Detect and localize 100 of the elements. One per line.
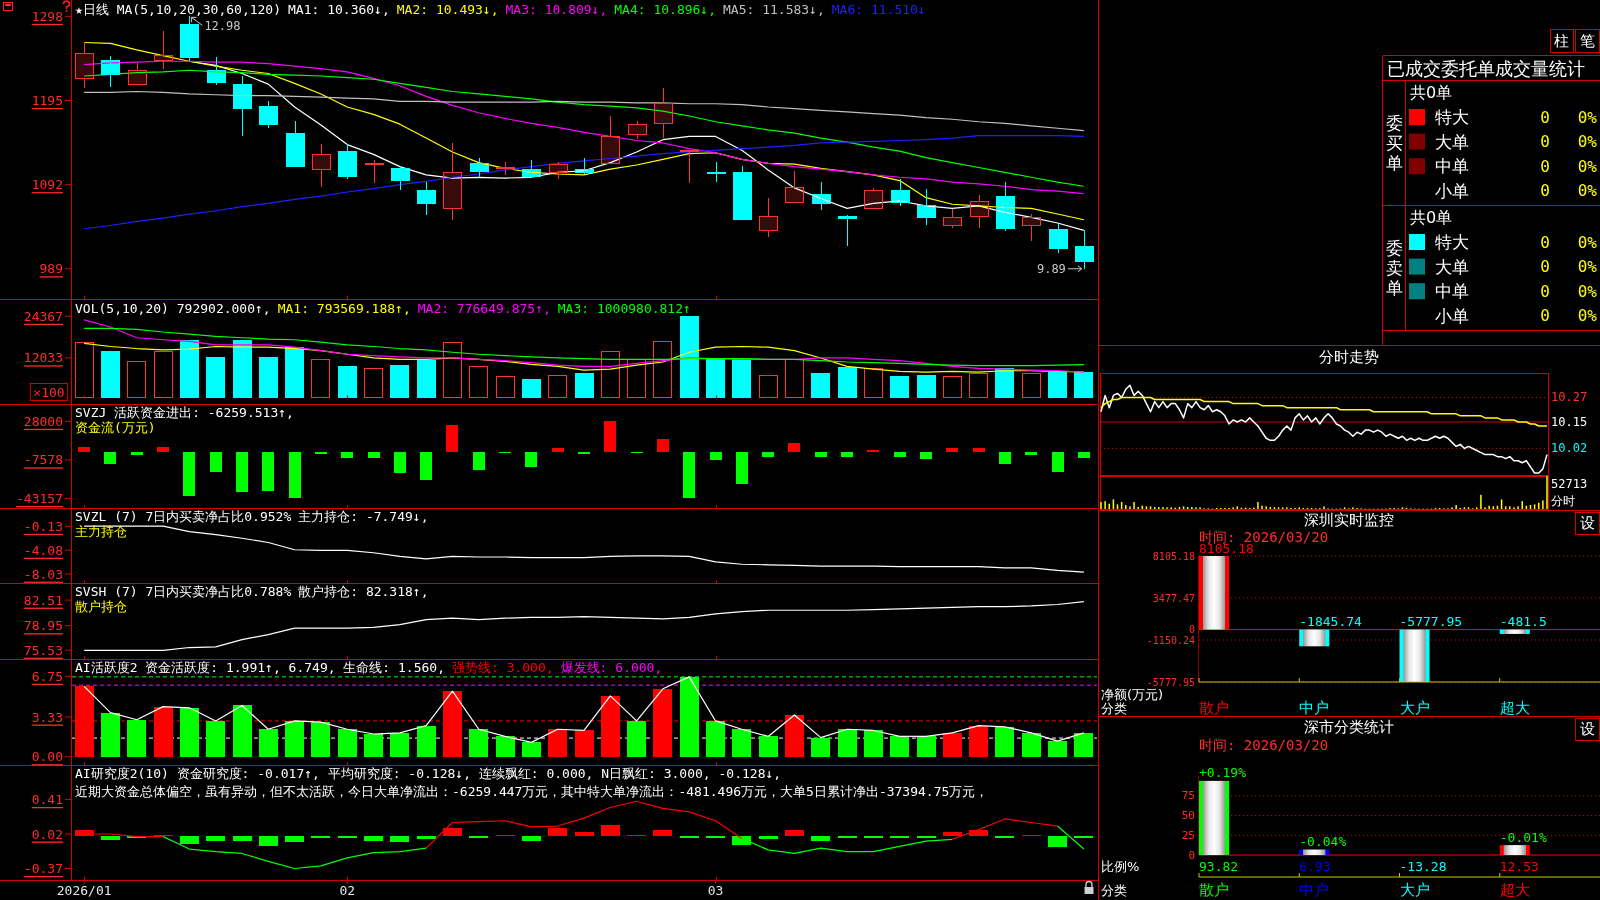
- y-tick-label: 12033: [23, 350, 63, 366]
- chart-title: ★日线 MA(5,10,20,30,60,120): [75, 1, 282, 17]
- chart-title: 深市分类统计: [1304, 718, 1394, 736]
- annotation: -0.04%: [1299, 834, 1347, 850]
- bar: [394, 452, 406, 473]
- bar: [706, 721, 725, 757]
- bar: [522, 742, 541, 757]
- bar: [104, 452, 116, 464]
- bar: [706, 359, 725, 398]
- text: 小单: [1435, 180, 1469, 201]
- bar: [496, 736, 515, 757]
- chart-subtitle: 时间: 2026/03/20: [1199, 737, 1329, 753]
- bar: [1299, 849, 1330, 855]
- y-tick-label: -0.13: [23, 518, 63, 534]
- bar: [680, 316, 699, 398]
- bar: [785, 715, 804, 757]
- bar: [127, 361, 146, 398]
- bar: [259, 836, 278, 846]
- bar: [969, 726, 988, 757]
- bar: [417, 836, 436, 839]
- y-tick-label: 78.95: [23, 618, 63, 634]
- data-label: 93.82: [1199, 858, 1239, 874]
- bar: [338, 729, 357, 757]
- text: 0%: [1577, 306, 1598, 326]
- bar: [785, 830, 804, 836]
- bar: [183, 452, 195, 496]
- bar: [417, 726, 436, 757]
- bar: [890, 376, 909, 398]
- bar: [762, 452, 774, 457]
- bar: [759, 736, 778, 757]
- bar: [180, 708, 199, 757]
- chart-title: VOL(5,10,20) 792902.000↑,: [75, 300, 271, 316]
- bar: [210, 452, 222, 472]
- x-tick-label: 2026/01: [56, 882, 112, 898]
- x-tick-label: 散户: [1199, 699, 1230, 717]
- bar: [285, 836, 304, 842]
- bar: [364, 734, 383, 757]
- bar: [627, 721, 646, 757]
- text: 特大: [1435, 107, 1469, 127]
- text: 中单: [1435, 156, 1469, 177]
- series-label: 散户持仓: 82.318↑,: [298, 583, 429, 599]
- text: 0%: [1577, 181, 1598, 201]
- bar: [969, 373, 988, 398]
- bar: [1048, 741, 1067, 757]
- text: 主力持仓: -7.749↓,: [298, 508, 429, 524]
- bar: [101, 351, 120, 398]
- x-axis-title: 分类: [1101, 882, 1127, 898]
- y-tick-label: 28000: [23, 413, 63, 429]
- bar: [443, 828, 462, 836]
- bar: [1022, 373, 1041, 398]
- x-axis-title: 分类: [1101, 700, 1127, 716]
- bar: [683, 452, 695, 498]
- y-tick-label: 10.27: [1551, 390, 1588, 405]
- y-tick-label: 82.51: [23, 592, 63, 608]
- bar: [657, 439, 669, 452]
- y-tick-label: 75: [1181, 789, 1195, 803]
- data-label: 6.93: [1299, 858, 1331, 874]
- y-tick-label: 0.00: [31, 749, 63, 765]
- bar: [890, 736, 909, 757]
- x-tick-label: 02: [339, 882, 356, 898]
- x-tick-label: 超大: [1499, 699, 1530, 717]
- text: 0%: [1577, 281, 1598, 301]
- bar: [206, 836, 225, 841]
- y-tick-label: 24367: [23, 308, 63, 324]
- y-tick-label: 3.33: [31, 709, 63, 725]
- bar: [233, 836, 252, 841]
- bar: [1048, 836, 1067, 847]
- bar: [736, 452, 748, 484]
- ref-line-label: 爆发线: 6.000,: [560, 659, 663, 675]
- chart-title: SVZJ 活跃资金进出: -6259.513↑,: [75, 404, 294, 420]
- bar: [206, 721, 225, 757]
- bar: [1499, 845, 1530, 855]
- bar: [653, 341, 672, 398]
- bar: [838, 367, 857, 398]
- line-series: [83, 327, 1085, 367]
- y-tick-label: -1150.24: [1146, 634, 1195, 646]
- y-tick-label: 1092: [31, 177, 63, 193]
- bar: [732, 729, 751, 757]
- bar: [420, 452, 432, 480]
- bar: [289, 452, 301, 498]
- bar: [1074, 733, 1093, 757]
- bar: [575, 730, 594, 757]
- bar: [233, 340, 252, 398]
- line-series: [83, 41, 1085, 221]
- bar: [710, 452, 722, 460]
- annotation: +0.19%: [1199, 765, 1247, 781]
- bar: [943, 832, 962, 836]
- text: MA2: 776649.875↑,: [417, 300, 551, 316]
- bar: [1048, 372, 1067, 398]
- bar: [259, 357, 278, 398]
- bar: [180, 836, 199, 844]
- y-tick-label: 8105.18: [1152, 550, 1195, 562]
- bar: [311, 722, 330, 757]
- line-series: [83, 135, 1085, 230]
- y-tick-label: 10.02: [1551, 441, 1588, 456]
- y-tick-label: -8.03: [23, 566, 63, 582]
- y-tick-label: -7578: [23, 452, 63, 468]
- chart-title: AI活跃度2 资金活跃度: 1.991↑, 6.749, 生命线: 1.560,: [75, 659, 445, 675]
- y-axis-title: 比例%: [1101, 858, 1140, 874]
- bar: [78, 447, 90, 452]
